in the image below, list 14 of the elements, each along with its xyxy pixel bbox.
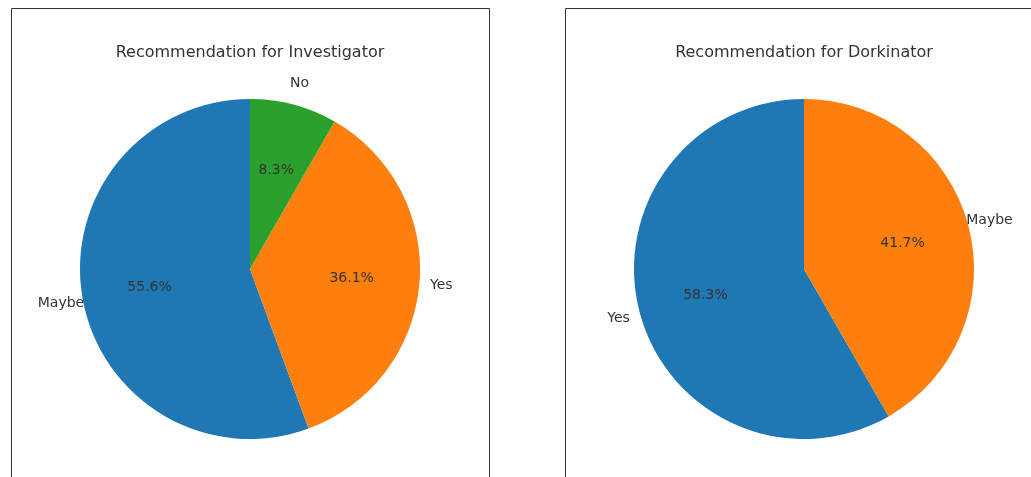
data-label: 8.3% — [258, 161, 295, 178]
pie-slice — [250, 99, 335, 269]
slice-label: Maybe — [37, 293, 85, 310]
chart-title: Recommendation for Dorkinator — [675, 42, 934, 61]
slice-label: Yes — [606, 309, 630, 326]
data-label: 36.1% — [329, 268, 374, 285]
chart-title: Recommendation for Investigator — [115, 42, 385, 61]
slice-label: Maybe — [966, 210, 1013, 227]
slice-label: No — [289, 74, 310, 91]
slice-label: Yes — [429, 276, 453, 293]
data-label: 41.7% — [880, 233, 925, 250]
data-label: 55.6% — [127, 277, 172, 294]
data-label: 58.3% — [683, 286, 728, 303]
pie-slice — [250, 121, 420, 429]
